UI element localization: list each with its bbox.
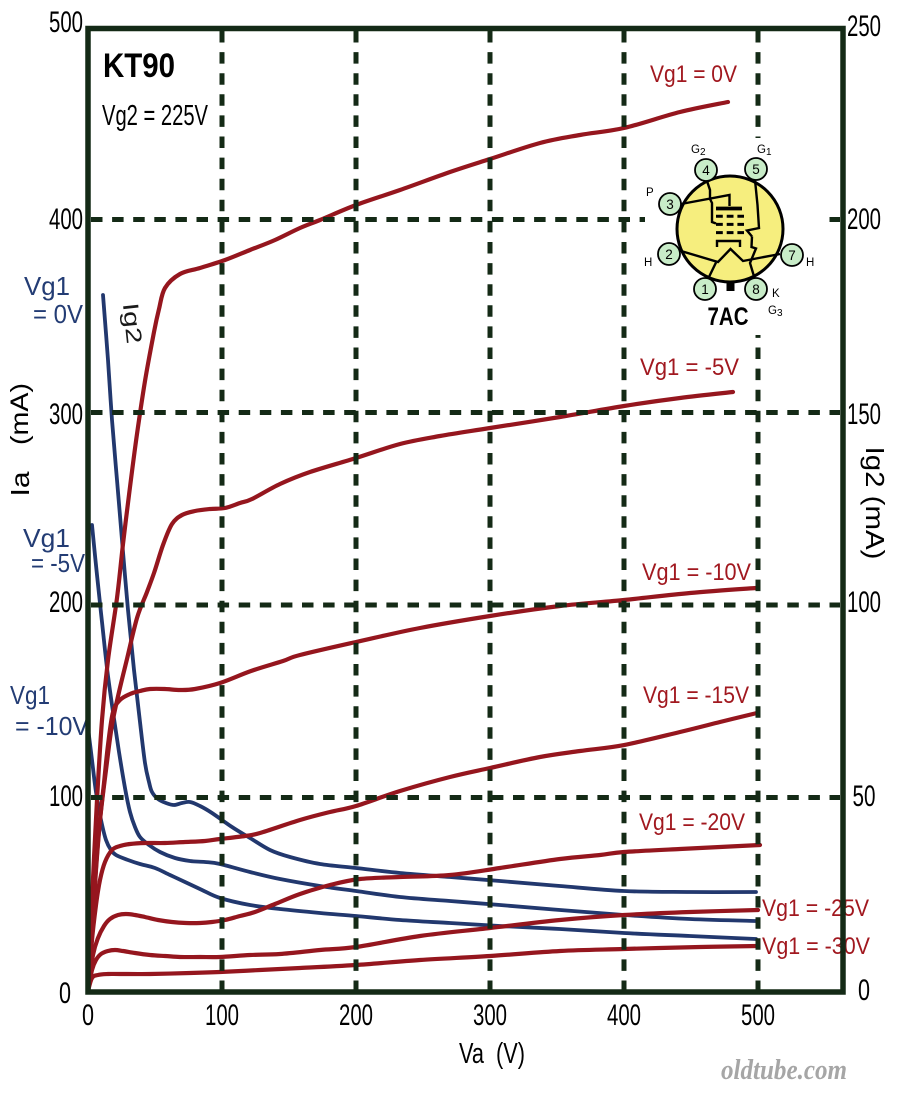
- svg-text:G2: G2: [691, 144, 706, 158]
- svg-text:8: 8: [752, 282, 760, 297]
- svg-text:400: 400: [607, 999, 641, 1032]
- svg-text:KT90: KT90: [103, 47, 175, 85]
- svg-text:7: 7: [788, 248, 796, 263]
- svg-text:100: 100: [847, 586, 881, 619]
- svg-text:Ig2: Ig2: [118, 302, 147, 345]
- svg-text:H: H: [806, 257, 814, 269]
- svg-text:7AC: 7AC: [708, 303, 749, 331]
- svg-text:Ig2 (mA): Ig2 (mA): [860, 447, 890, 560]
- svg-text:50: 50: [853, 780, 876, 813]
- svg-text:400: 400: [49, 203, 83, 236]
- svg-text:= -5V: = -5V: [31, 548, 86, 578]
- svg-text:0: 0: [858, 974, 870, 1007]
- svg-text:100: 100: [205, 999, 239, 1032]
- svg-text:= 0V: = 0V: [33, 299, 84, 329]
- svg-text:5: 5: [752, 162, 760, 177]
- svg-text:Vg1 = 0V: Vg1 = 0V: [650, 61, 737, 88]
- svg-text:200: 200: [847, 203, 881, 236]
- svg-text:= -10V: = -10V: [15, 711, 90, 741]
- svg-text:oldtube.com: oldtube.com: [721, 1055, 847, 1086]
- svg-text:Vg1: Vg1: [23, 523, 70, 553]
- svg-text:Vg1 = -30V: Vg1 = -30V: [762, 933, 870, 960]
- svg-text:Vg1: Vg1: [10, 680, 50, 710]
- svg-text:Vg1 = -20V: Vg1 = -20V: [639, 809, 745, 836]
- svg-text:0: 0: [82, 999, 94, 1032]
- svg-text:Vg1 = -15V: Vg1 = -15V: [643, 682, 749, 709]
- svg-text:3: 3: [666, 197, 674, 212]
- svg-text:Vg1 = -10V: Vg1 = -10V: [642, 559, 751, 586]
- svg-text:0: 0: [59, 977, 71, 1010]
- svg-text:200: 200: [339, 999, 373, 1032]
- svg-text:Vg1 = -5V: Vg1 = -5V: [640, 354, 739, 381]
- svg-text:Vg1: Vg1: [24, 271, 70, 301]
- svg-text:P: P: [646, 187, 654, 199]
- svg-text:G1: G1: [757, 144, 772, 158]
- svg-text:300: 300: [473, 999, 507, 1032]
- svg-text:100: 100: [49, 780, 83, 813]
- svg-text:Ia: Ia: [5, 471, 35, 497]
- svg-text:200: 200: [49, 586, 83, 619]
- svg-text:500: 500: [741, 999, 775, 1032]
- svg-text:150: 150: [847, 398, 881, 431]
- svg-text:300: 300: [49, 398, 83, 431]
- svg-text:2: 2: [665, 247, 673, 262]
- svg-text:Vg2 = 225V: Vg2 = 225V: [102, 100, 208, 132]
- svg-text:K: K: [772, 288, 780, 300]
- svg-text:500: 500: [49, 6, 83, 39]
- svg-text:H: H: [644, 257, 652, 269]
- svg-text:250: 250: [847, 10, 881, 43]
- svg-text:4: 4: [702, 163, 710, 178]
- svg-text:Va (V): Va (V): [459, 1038, 525, 1070]
- svg-text:Vg1 = -25V: Vg1 = -25V: [762, 895, 869, 922]
- svg-text:(mA): (mA): [6, 383, 34, 445]
- svg-text:1: 1: [701, 282, 709, 297]
- svg-text:G3: G3: [768, 305, 783, 319]
